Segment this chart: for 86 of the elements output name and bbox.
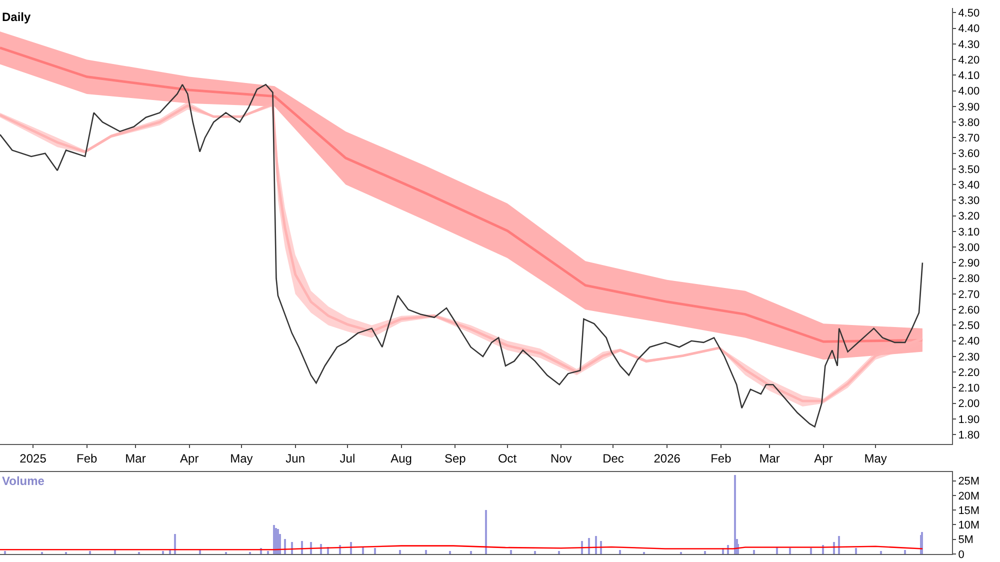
bar (470, 551, 472, 554)
x-tick-label: Mar (125, 451, 146, 466)
bar (833, 542, 835, 554)
y-tick-label: 10M (958, 520, 980, 532)
x-tick-label: Feb (710, 451, 732, 466)
y-tick-label: 4.10 (958, 70, 980, 82)
y-tick-label: 4.50 (958, 8, 980, 20)
x-tick-label: Apr (180, 451, 199, 466)
bar (284, 539, 286, 554)
bar (449, 551, 451, 554)
y-tick-label: 2.10 (958, 382, 980, 395)
bar (174, 534, 176, 554)
bar (89, 551, 91, 554)
y-tick-label: 15M (958, 504, 980, 517)
x-tick-label: Oct (498, 451, 518, 466)
y-tick-label: 2.70 (958, 288, 980, 301)
y-tick-label: 0 (958, 548, 964, 561)
bar (267, 551, 269, 554)
y-tick-label: 2.40 (958, 336, 980, 348)
bar (399, 550, 401, 554)
bar (753, 550, 755, 554)
bar (810, 548, 812, 554)
bar (704, 551, 706, 554)
y-tick-label: 3.70 (958, 132, 980, 145)
x-tick-label: Jul (340, 451, 356, 466)
y-tick-label: 25M (958, 476, 980, 488)
y-tick-label: 2.80 (958, 273, 980, 286)
x-tick-label: Feb (76, 451, 98, 466)
bar (273, 525, 275, 554)
y-tick-label: 2.20 (958, 366, 980, 379)
y-tick-label: 2.00 (958, 398, 980, 410)
y-tick-label: 3.50 (958, 164, 980, 176)
bar (904, 550, 906, 554)
y-tick-label: 4.30 (958, 38, 980, 51)
y-tick-label: 2.30 (958, 351, 980, 364)
y-tick-label: 2.50 (958, 320, 980, 332)
bar (485, 510, 487, 554)
bar (162, 551, 164, 554)
x-tick-label: 2025 (20, 451, 47, 466)
x-tick-label: 2026 (654, 451, 681, 466)
y-tick-label: 3.90 (958, 101, 980, 114)
y-tick-label: 20M (958, 490, 980, 502)
bar (855, 548, 857, 554)
x-tick-label: Nov (550, 451, 572, 466)
bar (921, 532, 923, 554)
y-tick-label: 5M (958, 534, 974, 546)
bar (838, 536, 840, 554)
bar (619, 550, 621, 554)
y-tick-label: 4.20 (958, 54, 980, 66)
bar (425, 550, 427, 554)
y-tick-label: 3.10 (958, 226, 980, 238)
bar (362, 547, 364, 554)
chart-title: Daily (2, 10, 32, 24)
bar (291, 542, 293, 554)
y-tick-label: 2.60 (958, 304, 980, 316)
y-tick-label: 3.30 (958, 195, 980, 208)
y-tick-label: 3.60 (958, 148, 980, 160)
bar (310, 542, 312, 554)
x-tick-label: May (230, 451, 253, 466)
bar (734, 475, 736, 554)
x-tick-label: Dec (602, 451, 624, 466)
y-tick-label: 3.40 (958, 179, 980, 192)
y-tick-label: 3.80 (958, 116, 980, 129)
chart-title: Volume (2, 474, 45, 488)
y-tick-label: 4.00 (958, 86, 980, 98)
y-tick-label: 1.80 (958, 429, 980, 442)
x-tick-label: Mar (759, 451, 780, 466)
x-tick-label: Jun (286, 451, 306, 466)
bar (534, 551, 536, 554)
bar (558, 551, 560, 554)
bar (4, 551, 6, 554)
y-tick-label: 1.90 (958, 414, 980, 426)
x-tick-label: Sep (444, 451, 466, 466)
bar (510, 550, 512, 554)
bar (588, 538, 590, 554)
bar (374, 548, 376, 554)
y-tick-label: 3.20 (958, 210, 980, 223)
y-tick-label: 3.00 (958, 242, 980, 254)
y-tick-label: 4.40 (958, 23, 980, 36)
y-tick-label: 2.90 (958, 258, 980, 270)
x-tick-label: Apr (814, 451, 833, 466)
bar (880, 551, 882, 554)
bar (595, 536, 597, 554)
x-tick-label: May (864, 451, 887, 466)
x-tick-label: Aug (390, 451, 412, 466)
bar (789, 548, 791, 554)
